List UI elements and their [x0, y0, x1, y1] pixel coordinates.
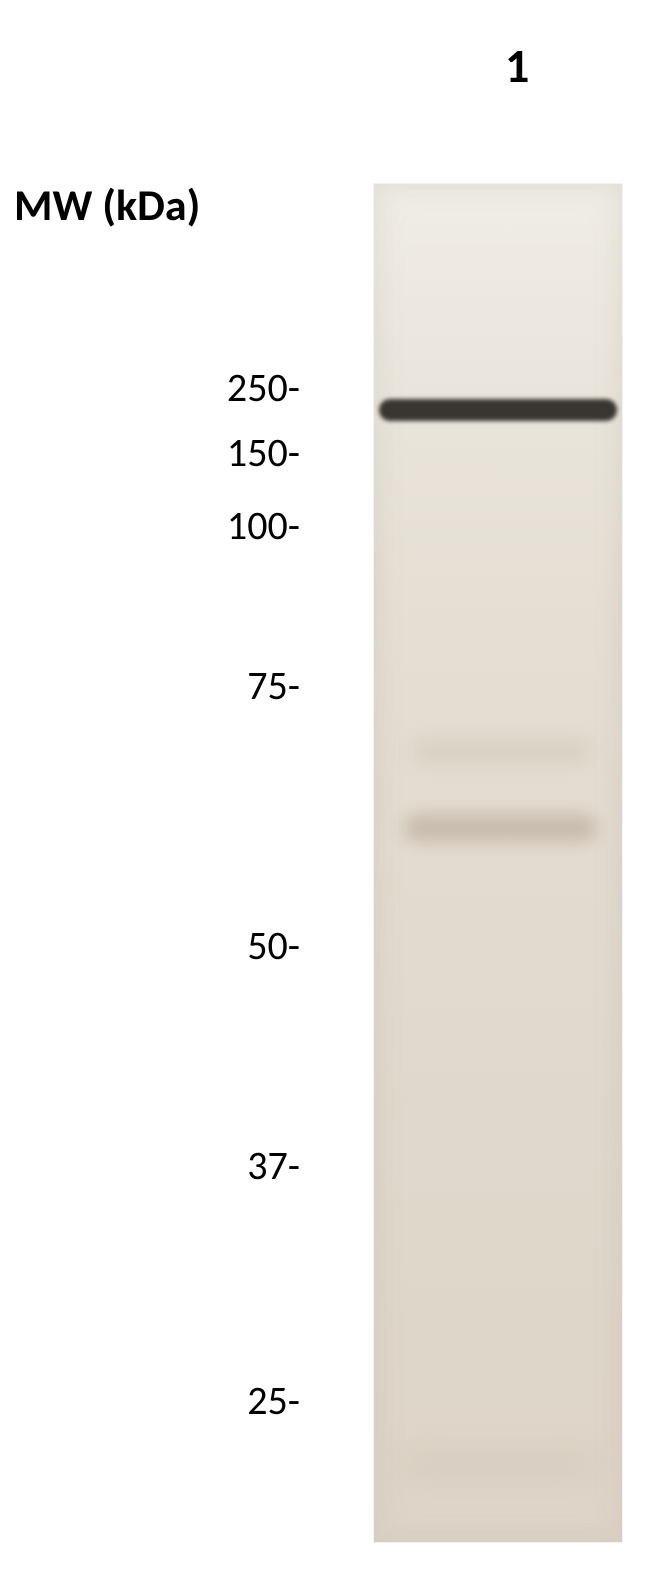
- main-band-250kda: [379, 399, 617, 421]
- mw-marker-25: 25-: [0, 1376, 300, 1425]
- faint-smear-low: [394, 1444, 602, 1484]
- faint-band-60kda: [404, 814, 597, 842]
- mw-axis-label-text: MW (kDa): [14, 178, 200, 232]
- mw-marker-100: 100-: [0, 501, 300, 550]
- mw-marker-150: 150-: [0, 428, 300, 477]
- mw-marker-37: 37-: [0, 1141, 300, 1190]
- blot-bands-container: [374, 184, 622, 1542]
- very-faint-band-65kda: [411, 739, 592, 763]
- mw-marker-50: 50-: [0, 921, 300, 970]
- mw-marker-75: 75-: [0, 661, 300, 710]
- lane-number-1: 1: [505, 36, 529, 95]
- mw-marker-250: 250-: [0, 363, 300, 412]
- mw-axis-label: MW (kDa): [14, 178, 200, 232]
- blot-lane: [373, 183, 623, 1543]
- lane-number-text: 1: [505, 36, 529, 95]
